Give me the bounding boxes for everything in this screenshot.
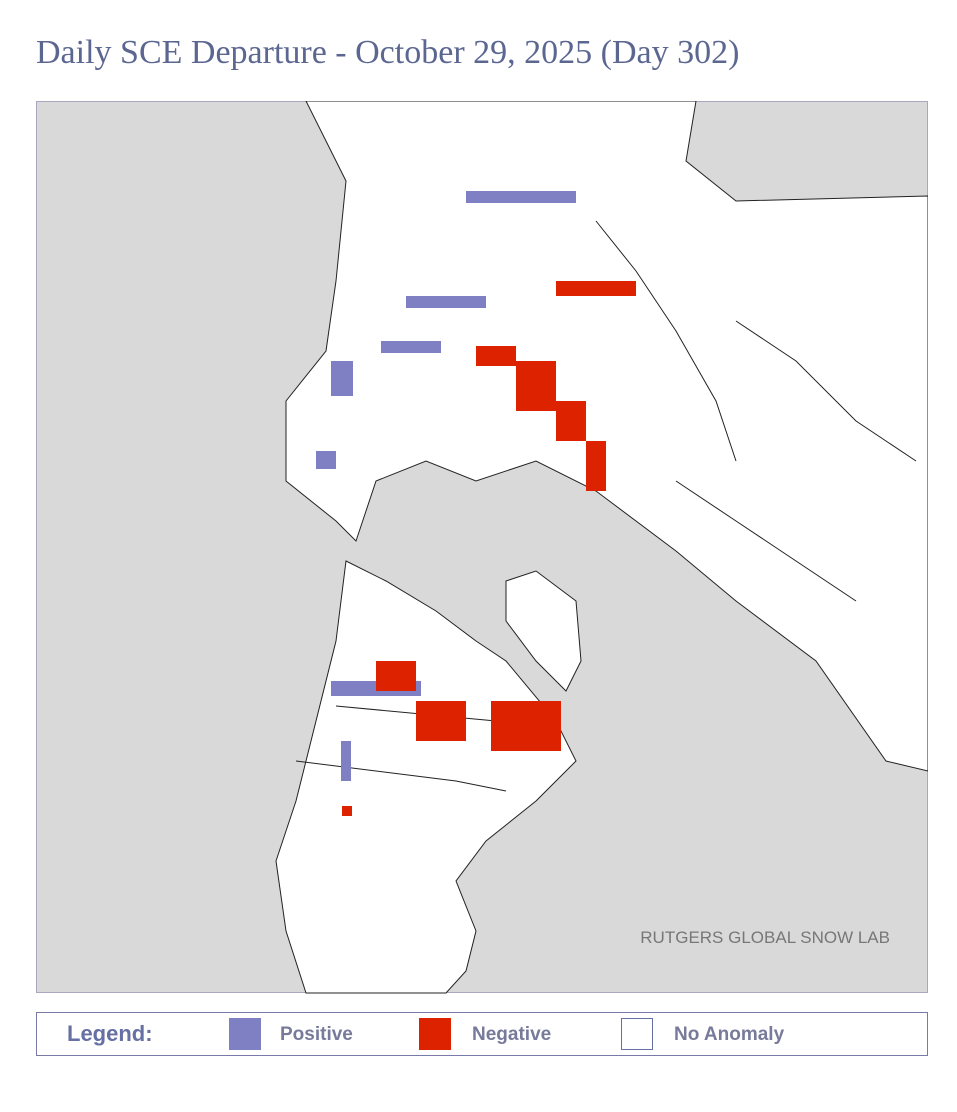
legend-swatch (229, 1018, 261, 1050)
anomaly-cell (341, 741, 351, 781)
anomaly-cell (476, 346, 516, 366)
map: RUTGERS GLOBAL SNOW LAB (36, 101, 928, 994)
anomaly-cell (331, 361, 353, 396)
legend: Legend: Positive Negative No Anomaly (36, 1012, 928, 1056)
credit: RUTGERS GLOBAL SNOW LAB (640, 928, 890, 947)
legend-swatch (621, 1018, 653, 1050)
anomaly-cell (466, 191, 576, 203)
legend-title: Legend: (67, 1021, 153, 1046)
anomaly-cell (381, 341, 441, 353)
anomaly-cell (556, 281, 636, 296)
anomaly-cell (376, 661, 416, 691)
anomaly-cell (586, 441, 606, 491)
anomaly-cell (416, 701, 466, 741)
anomaly-cell (342, 806, 352, 816)
anomaly-cell (556, 401, 586, 441)
title: Daily SCE Departure - October 29, 2025 (… (36, 34, 740, 71)
legend-label: Negative (472, 1024, 552, 1045)
legend-label: No Anomaly (674, 1024, 785, 1045)
land (275, 101, 928, 994)
anomalies (316, 191, 636, 816)
anomaly-cell (406, 296, 486, 308)
legend-label: Positive (280, 1024, 353, 1045)
legend-swatch (419, 1018, 451, 1050)
anomaly-cell (491, 701, 561, 751)
anomaly-cell (316, 451, 336, 469)
anomaly-cell (516, 361, 556, 411)
